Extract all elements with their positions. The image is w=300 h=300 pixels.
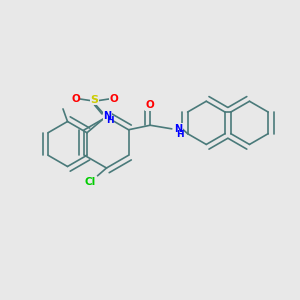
Text: H: H: [106, 116, 114, 125]
Text: H: H: [176, 130, 184, 139]
Text: O: O: [146, 100, 154, 110]
Text: O: O: [109, 94, 118, 104]
Text: N: N: [174, 124, 182, 134]
Text: S: S: [91, 95, 98, 105]
Text: O: O: [71, 94, 80, 104]
Text: Cl: Cl: [85, 177, 96, 187]
Text: N: N: [103, 111, 112, 121]
